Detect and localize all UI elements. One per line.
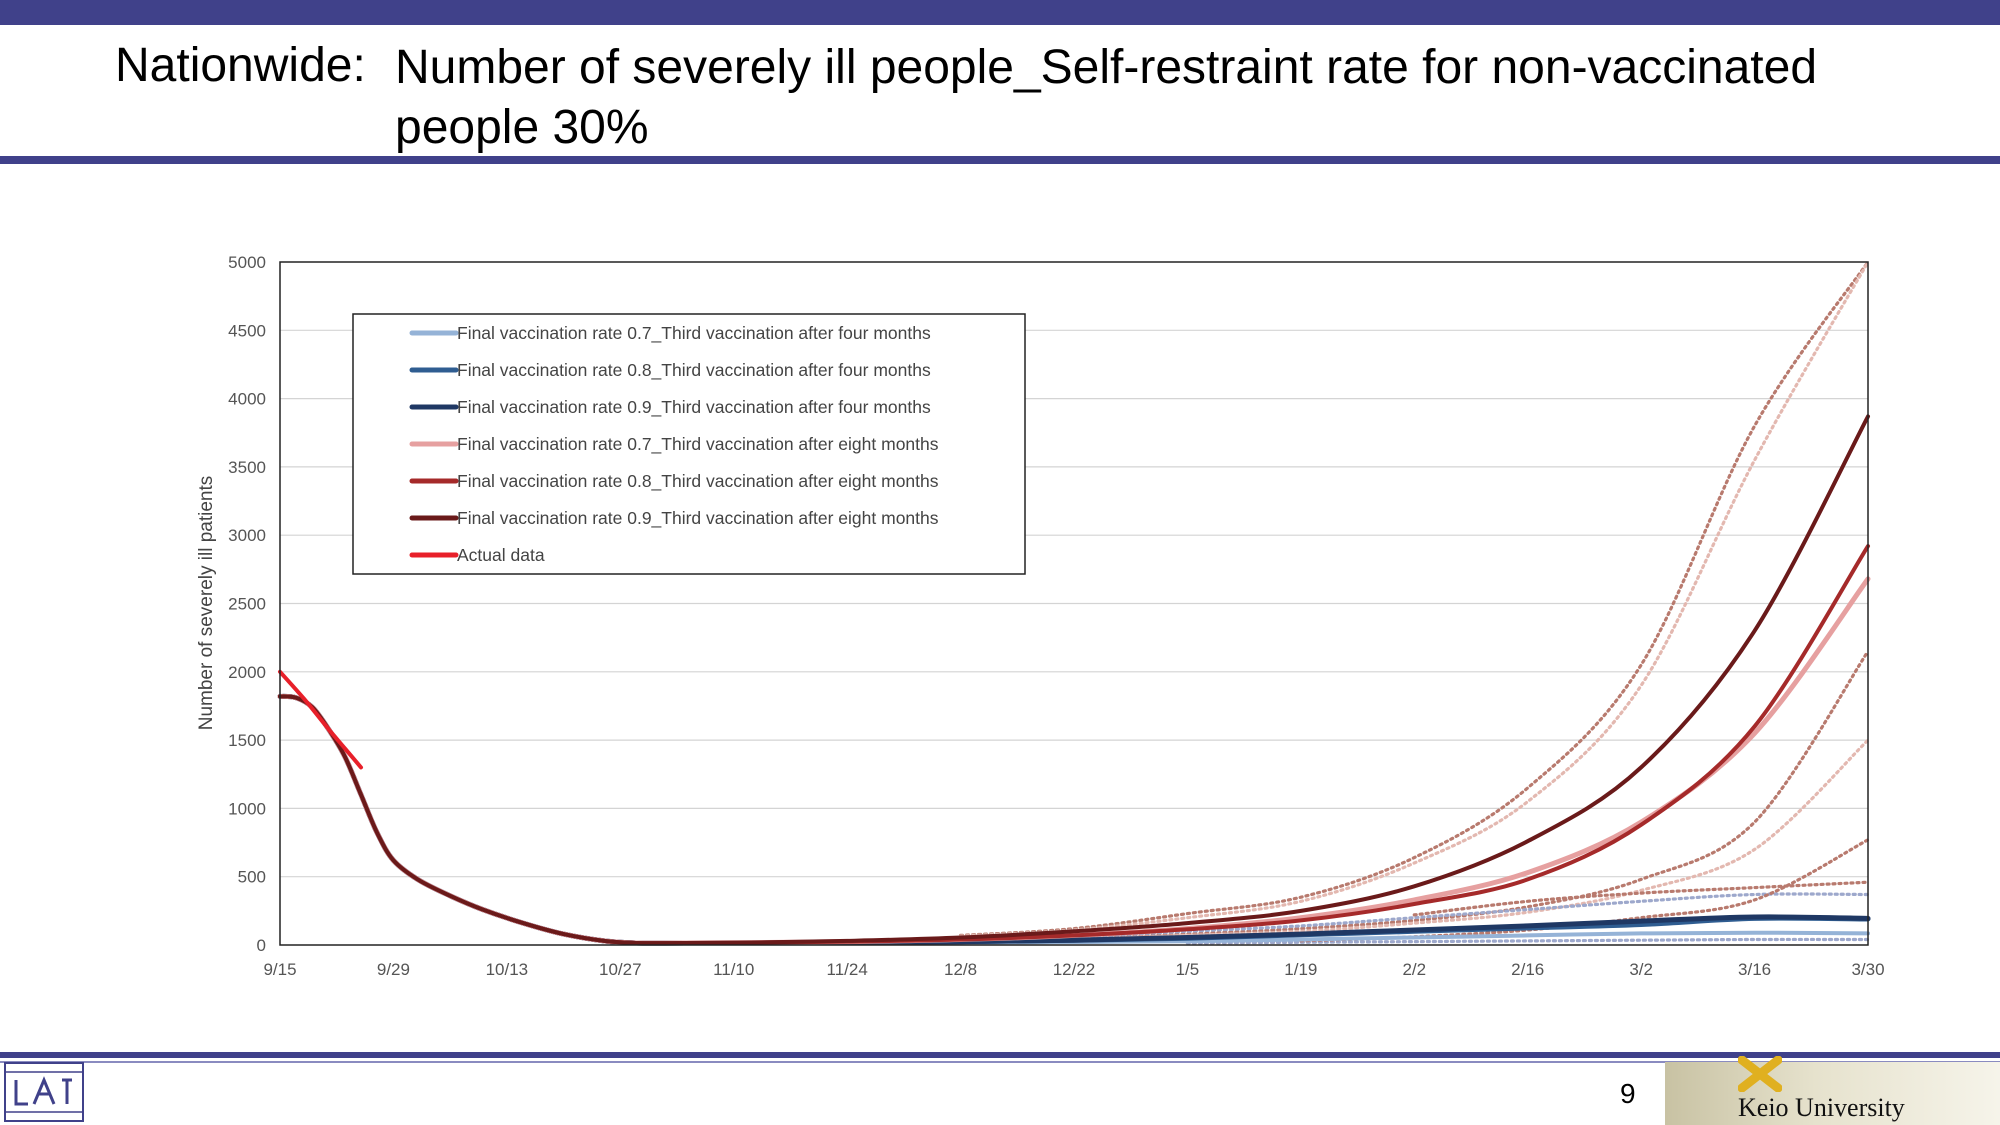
footer-divider-thin: [0, 1061, 2000, 1063]
x-tick-label: 12/22: [1053, 960, 1096, 979]
footer-divider: [0, 1052, 2000, 1058]
x-tick-label: 2/2: [1402, 960, 1426, 979]
y-tick-label: 3500: [228, 458, 266, 477]
y-tick-label: 2500: [228, 595, 266, 614]
band-2-upper: [959, 892, 1870, 943]
plot-border: [279, 261, 1869, 946]
keio-logo-panel: [1665, 1062, 2000, 1125]
y-tick-label: 1000: [228, 799, 266, 818]
band-0-upper: [959, 260, 1870, 937]
y-axis-label: Number of severely ill patients: [196, 476, 217, 731]
band-3-upper: [1412, 880, 1870, 917]
series-line-6: [278, 669, 363, 770]
slide-title-prefix: Nationwide:: [115, 39, 366, 92]
y-tick-label: 4500: [228, 321, 266, 340]
page-number: 9: [1620, 1078, 1636, 1109]
series-line-1: [277, 693, 1871, 946]
top-accent-bar: [0, 0, 2000, 25]
x-tick-label: 1/5: [1176, 960, 1200, 979]
x-tick-label: 9/29: [377, 960, 410, 979]
x-tick-label: 9/15: [263, 960, 296, 979]
series-line-3: [277, 576, 1871, 946]
series-line-0: [278, 694, 1870, 946]
x-tick-label: 11/10: [713, 960, 754, 979]
legend-label: Final vaccination rate 0.8_Third vaccina…: [457, 471, 939, 492]
y-tick-label: 0: [257, 936, 266, 955]
series-lines: [277, 414, 1871, 946]
y-tick-label: 2000: [228, 663, 266, 682]
x-tick-label: 11/24: [827, 960, 868, 979]
keio-university-wordmark: Keio University: [1738, 1093, 1905, 1122]
legend-box: [352, 313, 1026, 575]
band-1-upper: [959, 260, 1870, 938]
x-tick-label: 3/30: [1851, 960, 1884, 979]
projection-bands: [959, 260, 1870, 945]
y-tick-label: 3000: [228, 526, 266, 545]
y-axis-ticks: 0 500 1000 1500 2000 2500 3000 3500 4000 4500 5000: [228, 253, 266, 955]
series-line-2: [277, 693, 1871, 946]
lab-logo-icon: [4, 1062, 84, 1122]
x-tick-label: 2/16: [1511, 960, 1544, 979]
y-tick-label: 5000: [228, 253, 266, 272]
x-tick-label: 10/13: [486, 960, 529, 979]
x-axis-ticks: 9/15 9/29 10/13 10/27 11/10 11/24 12/8 12/22 1/5…: [263, 960, 1884, 979]
title-divider: [0, 156, 2000, 164]
legend-label: Final vaccination rate 0.7_Third vaccina…: [457, 323, 931, 344]
legend-label: Final vaccination rate 0.9_Third vaccina…: [457, 397, 931, 418]
band-1-lower: [1072, 738, 1870, 942]
legend-label: Final vaccination rate 0.7_Third vaccina…: [457, 434, 939, 455]
x-tick-label: 3/2: [1629, 960, 1653, 979]
series-line-5: [278, 414, 1870, 946]
legend: Final vaccination rate 0.7_Third vaccina…: [352, 313, 1026, 575]
y-tick-label: 4000: [228, 390, 266, 409]
y-tick-label: 1500: [228, 731, 266, 750]
legend-label: Actual data: [457, 545, 545, 565]
x-tick-label: 1/19: [1284, 960, 1317, 979]
keio-pen-icon: [1738, 1056, 1782, 1092]
x-tick-label: 12/8: [944, 960, 977, 979]
slide-title: Number of severely ill people_Self-restr…: [395, 41, 1818, 154]
x-tick-label: 3/16: [1738, 960, 1771, 979]
legend-label: Final vaccination rate 0.9_Third vaccina…: [457, 508, 939, 529]
x-tick-label: 10/27: [599, 960, 642, 979]
legend-label: Final vaccination rate 0.8_Third vaccina…: [457, 360, 931, 381]
y-tick-label: 500: [238, 868, 266, 887]
